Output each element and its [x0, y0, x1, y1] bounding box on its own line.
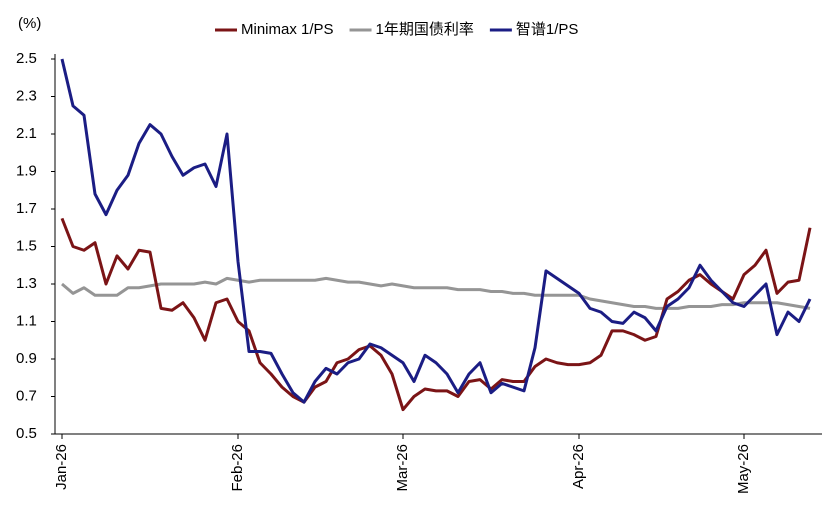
- y-axis-label: (%): [18, 15, 41, 32]
- y-tick-label: 2.5: [16, 50, 37, 67]
- x-tick-label: Feb-26: [229, 444, 246, 492]
- x-tick-label: May-26: [735, 444, 752, 494]
- x-tick-label: Jan-26: [53, 444, 70, 490]
- series-line: [60, 58, 812, 404]
- y-tick-label: 1.3: [16, 275, 37, 292]
- y-tick-label: 2.3: [16, 87, 37, 104]
- y-tick-label: 0.9: [16, 350, 37, 367]
- y-tick-label: 0.7: [16, 387, 37, 404]
- y-tick-label: 1.1: [16, 312, 37, 329]
- y-tick-label: 2.1: [16, 125, 37, 142]
- y-tick-label: 1.9: [16, 162, 37, 179]
- legend-label: 1年期国债利率: [376, 21, 474, 38]
- y-tick-label: 0.5: [16, 425, 37, 442]
- series-line: [61, 276, 811, 310]
- y-tick-label: 1.7: [16, 200, 37, 217]
- y-tick-label: 1.5: [16, 237, 37, 254]
- x-tick-label: Apr-26: [570, 444, 587, 489]
- x-tick-label: Mar-26: [394, 444, 411, 492]
- legend-label: Minimax 1/PS: [241, 21, 334, 38]
- series-line: [60, 217, 812, 412]
- legend-label: 智谱1/PS: [516, 20, 579, 38]
